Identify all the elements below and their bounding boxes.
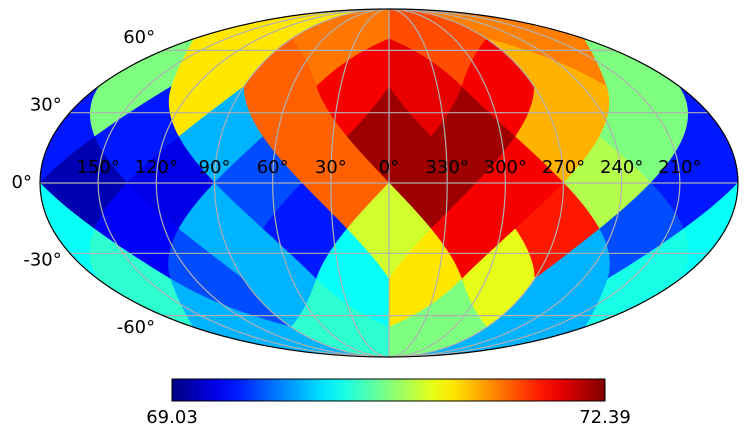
grid-line <box>388 9 565 357</box>
lon-tick-label: 90° <box>199 157 231 178</box>
lon-tick-label: 30° <box>315 157 347 178</box>
lon-tick-label: 120° <box>135 157 178 178</box>
colorbar <box>171 378 606 402</box>
map-pixel <box>170 278 390 357</box>
lon-tick-label: 270° <box>542 157 585 178</box>
lon-tick-label: 240° <box>600 157 643 178</box>
lon-tick-label: 60° <box>257 157 289 178</box>
map-pixel <box>290 278 390 357</box>
lon-tick-label: 0° <box>379 157 399 178</box>
colorbar-max-label: 72.39 <box>579 407 631 428</box>
map-pixel <box>388 278 488 357</box>
map-pixel <box>678 85 738 184</box>
graticule <box>40 9 738 357</box>
lon-tick-label: 210° <box>658 157 701 178</box>
grid-line <box>97 9 390 357</box>
grid-line <box>272 9 390 357</box>
grid-line <box>213 9 390 357</box>
lat-tick-label: 0° <box>12 172 32 193</box>
grid-line <box>388 9 448 357</box>
lon-tick-label: 300° <box>484 157 527 178</box>
colorbar-min-label: 69.03 <box>146 407 198 428</box>
map-pixel <box>40 85 100 184</box>
lon-tick-label: 150° <box>76 157 119 178</box>
grid-line <box>155 9 390 357</box>
map-border <box>39 8 739 358</box>
grid-line <box>388 9 681 357</box>
grid-line <box>388 9 506 357</box>
lon-tick-label: 330° <box>425 157 468 178</box>
grid-line <box>388 9 623 357</box>
lat-tick-label: 30° <box>30 95 62 116</box>
lat-tick-label: -30° <box>23 249 61 270</box>
map-pixel <box>388 278 608 357</box>
lat-tick-label: 60° <box>123 27 155 48</box>
grid-line <box>330 9 390 357</box>
lat-tick-label: -60° <box>117 317 155 338</box>
labels: 60° 30° 0° -30° -60° 150° 120° 90° 60° 30° 0° 330° 3… <box>12 27 702 428</box>
